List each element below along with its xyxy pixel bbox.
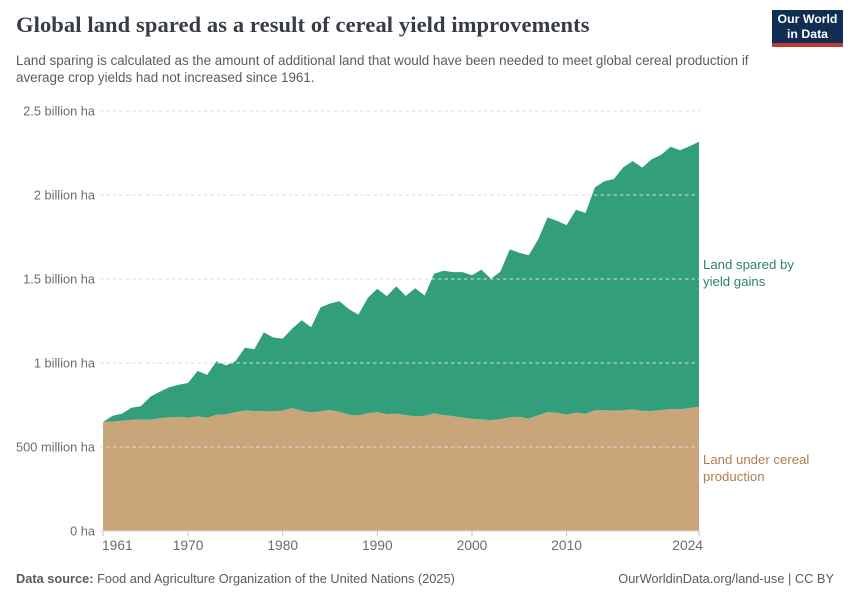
chart-footer: Data source: Food and Agriculture Organi…: [0, 563, 850, 586]
license-link[interactable]: CC BY: [794, 571, 834, 586]
series-label-line: production: [703, 468, 765, 484]
series-area-land-spared-by-yield-gains[interactable]: [103, 141, 699, 423]
y-axis-tick-label: 1 billion ha: [34, 356, 96, 371]
footer-links: OurWorldinData.org/land-use | CC BY: [618, 571, 834, 586]
x-axis-tick-label: 1980: [267, 538, 298, 553]
x-axis-tick-label: 1961: [102, 538, 133, 553]
x-axis-tick-label: 1970: [173, 538, 204, 553]
y-axis-tick-label: 0 ha: [70, 524, 96, 539]
y-axis-tick-label: 2.5 billion ha: [23, 104, 96, 119]
x-axis-tick-label: 2000: [457, 538, 488, 553]
series-label-line: Land spared by: [703, 257, 794, 273]
y-axis-tick-label: 2 billion ha: [34, 188, 96, 203]
x-axis-tick-label: 2010: [551, 538, 582, 553]
owid-logo-line1: Our World: [777, 12, 838, 26]
x-axis-tick-label: 1990: [362, 538, 393, 553]
data-source-text: Food and Agriculture Organization of the…: [93, 571, 455, 586]
y-axis-tick-label: 1.5 billion ha: [23, 272, 96, 287]
owid-url-link[interactable]: OurWorldinData.org/land-use: [618, 571, 785, 586]
data-source-note: Data source: Food and Agriculture Organi…: [16, 571, 455, 586]
x-axis-tick-label: 2024: [672, 538, 703, 553]
y-axis-tick-label: 500 million ha: [16, 440, 96, 455]
series-label-land-spared: Land spared by yield gains: [703, 257, 838, 291]
owid-logo-line2: in Data: [787, 26, 828, 41]
series-area-land-under-cereal-production[interactable]: [103, 406, 699, 531]
owid-logo[interactable]: Our World in Data: [772, 10, 843, 47]
data-source-prefix: Data source:: [16, 571, 94, 586]
series-label-land-under-cereal: Land under cereal production: [703, 452, 838, 486]
series-label-line: Land under cereal: [703, 452, 810, 468]
chart-subtitle: Land sparing is calculated as the amount…: [16, 53, 749, 86]
footer-separator: |: [784, 571, 795, 586]
series-label-line: yield gains: [703, 274, 766, 290]
page-title: Global land spared as a result of cereal…: [16, 12, 590, 37]
